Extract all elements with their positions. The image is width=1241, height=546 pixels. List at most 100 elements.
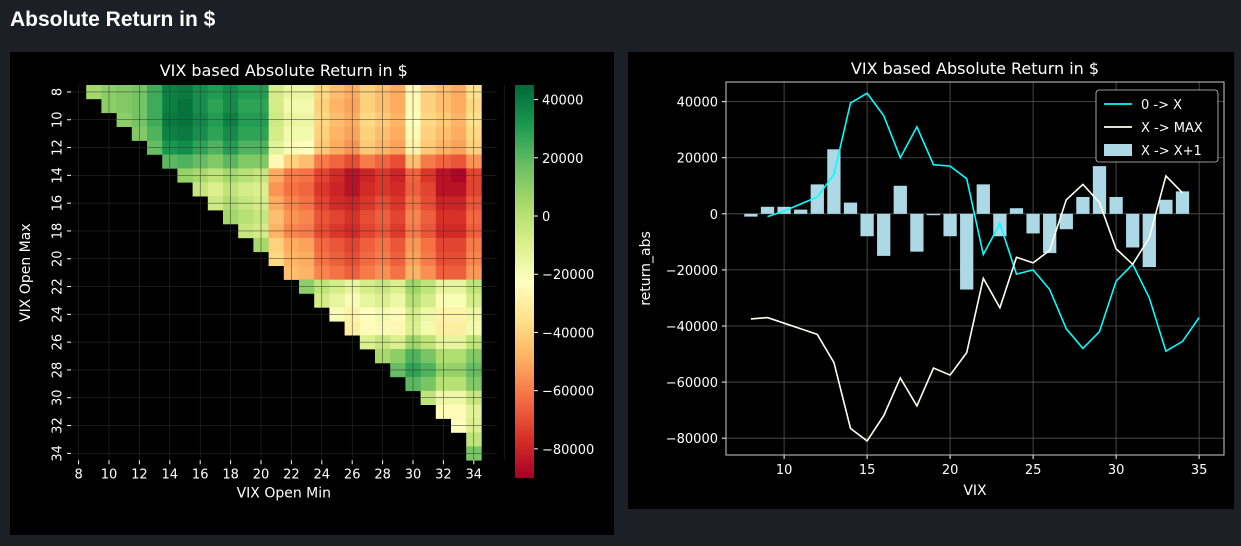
bar-x-to-x-plus-1 [926, 213, 941, 216]
colorbar-tick-label: −80000 [542, 443, 594, 458]
heatmap-x-tick-label: 10 [101, 467, 118, 482]
heatmap-cell [359, 182, 376, 197]
heatmap-cell [207, 182, 224, 197]
colorbar-tick-label: −20000 [542, 268, 594, 283]
y-tick-label: 20000 [677, 152, 718, 167]
y-tick-label: −80000 [666, 432, 718, 447]
heatmap-x-tick-label: 28 [374, 467, 391, 482]
heatmap-title: VIX based Absolute Return in $ [160, 61, 408, 80]
heatmap-y-tick-label: 8 [51, 88, 66, 96]
heatmap-x-tick-label: 14 [162, 467, 179, 482]
bar-x-to-x-plus-1 [1159, 199, 1173, 214]
heatmap-x-tick-label: 12 [131, 467, 148, 482]
legend-label: 0 -> X [1141, 98, 1182, 113]
heatmap-cell [207, 126, 224, 141]
bar-x-to-x-plus-1 [1076, 196, 1090, 214]
heatmap-cell [329, 126, 345, 141]
heatmap-cell [299, 154, 315, 169]
heatmap-cell [390, 237, 406, 253]
heatmap-cell [299, 182, 315, 197]
bar-x-to-x-plus-1 [877, 213, 891, 256]
bar-x-to-x-plus-1 [1092, 166, 1107, 214]
bar-x-to-x-plus-1 [1175, 191, 1190, 214]
bar-x-to-x-plus-1 [760, 206, 775, 214]
heatmap-cell [420, 321, 437, 336]
x-axis-label: VIX [963, 483, 987, 499]
heatmap-y-tick-label: 28 [51, 362, 66, 379]
heatmap-cell [329, 293, 345, 308]
heatmap-cell [451, 237, 467, 253]
bar-x-to-x-plus-1 [827, 149, 841, 214]
y-tick-label: 40000 [677, 96, 718, 111]
heatmap-cell [451, 376, 467, 392]
bar-x-to-x-plus-1 [1109, 196, 1123, 214]
bar-x-to-x-plus-1 [1126, 213, 1140, 248]
y-axis-label: return_abs [638, 231, 654, 306]
heatmap-cell [390, 265, 406, 280]
bar-x-to-x-plus-1 [1043, 213, 1057, 254]
bar-x-to-x-plus-1 [943, 213, 957, 237]
heatmap-cell [299, 265, 315, 280]
heatmap-cell [268, 237, 285, 253]
heatmap-y-tick-label: 24 [51, 306, 66, 323]
heatmap-cell [238, 210, 254, 225]
x-tick-label: 35 [1191, 463, 1208, 478]
colorbar-tick-label: −40000 [542, 326, 594, 341]
heatmap-x-tick-label: 8 [74, 467, 82, 482]
heatmap-cell [420, 126, 437, 141]
y-tick-label: 0 [710, 208, 718, 223]
heatmap-x-tick-label: 16 [192, 467, 209, 482]
bar-x-to-x-plus-1 [843, 202, 858, 214]
heatmap-cell [299, 237, 315, 253]
heatmap-cell [359, 265, 376, 280]
line-chart: VIX based Absolute Return in $ 10 15 20 25 30… [638, 59, 1225, 499]
heatmap-cell [359, 210, 376, 225]
heatmap-cell [451, 265, 467, 280]
heatmap-cell [207, 154, 224, 169]
bar-x-to-x-plus-1 [860, 213, 874, 237]
heatmap-cell [420, 293, 437, 308]
heatmap-cell [420, 182, 437, 197]
heatmap-cell [268, 98, 285, 114]
heatmap-cell [238, 154, 254, 169]
bar-x-to-x-plus-1 [1026, 213, 1040, 234]
bar-x-to-x-plus-1 [960, 213, 974, 290]
heatmap-cell [299, 210, 315, 225]
line-x-to-max [750, 174, 1184, 443]
bar-x-to-x-plus-1 [1059, 213, 1073, 230]
heatmap-y-tick-label: 26 [51, 334, 66, 351]
heatmap-chart: VIX based Absolute Return in $ 8 10 12 14 16 1… [18, 61, 594, 501]
heatmap-cell [329, 154, 345, 169]
heatmap-cell [451, 182, 467, 197]
heatmap-cell [420, 349, 437, 364]
heatmap-x-tick-label: 20 [253, 467, 270, 482]
heatmap-cell [359, 237, 376, 253]
heatmap-cell [390, 98, 406, 114]
heatmap-cell [359, 293, 376, 308]
heatmap-cell [390, 321, 406, 336]
heatmap-x-tick-label: 34 [466, 467, 483, 482]
x-tick-label: 30 [1108, 463, 1125, 478]
heatmap-cell [390, 182, 406, 197]
heatmap-cell [147, 126, 163, 141]
heatmap-cell [451, 404, 467, 419]
heatmap-cell [420, 154, 437, 169]
heatmap-cell [390, 349, 406, 364]
heatmap-cell [329, 237, 345, 253]
heatmap-cell [390, 126, 406, 141]
heatmap-cell [177, 98, 193, 114]
y-tick-label: −60000 [666, 376, 718, 391]
heatmap-y-tick-label: 12 [51, 139, 66, 156]
heatmap-y-tick-label: 16 [51, 195, 66, 212]
heatmap-cell [238, 126, 254, 141]
heatmap-y-tick-label: 18 [51, 223, 66, 240]
x-tick-label: 25 [1025, 463, 1042, 478]
bar-x-to-x-plus-1 [893, 185, 907, 214]
line-0-to-x [767, 92, 1200, 353]
legend-label: X -> MAX [1141, 121, 1203, 136]
heatmap-cell [238, 98, 254, 114]
heatmap-y-tick-label: 30 [51, 389, 66, 406]
heatmap-cell [268, 210, 285, 225]
y-tick-label: −40000 [666, 320, 718, 335]
heatmap-y-tick-label: 34 [51, 445, 66, 462]
